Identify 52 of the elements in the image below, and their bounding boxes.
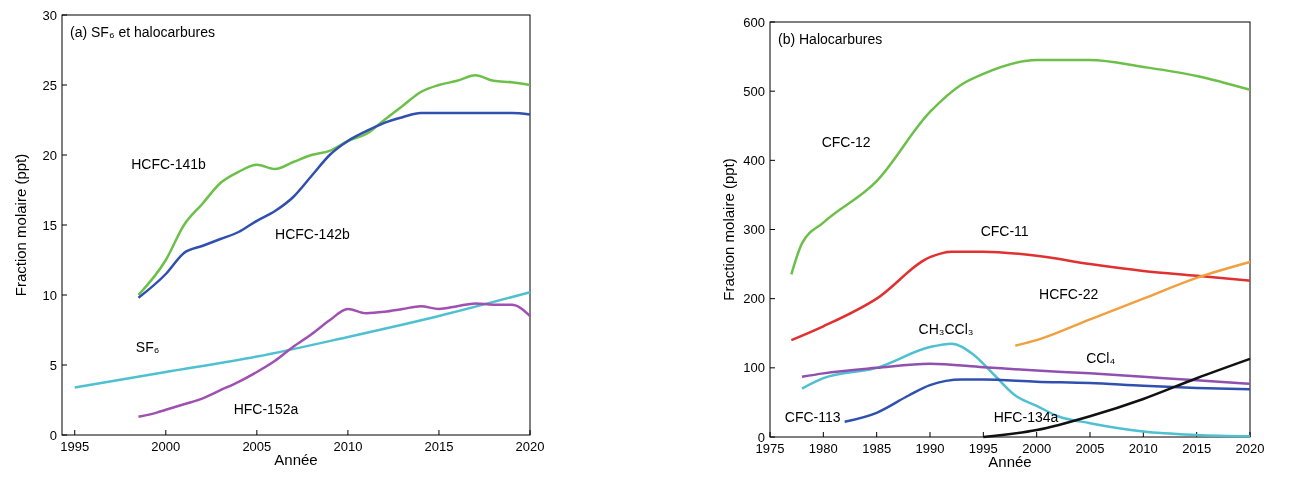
series-label: CFC-12	[821, 133, 871, 150]
series-label: CCl₄	[1086, 349, 1116, 366]
line-series	[790, 250, 1252, 342]
y-tick-label: 200	[743, 291, 765, 307]
x-tick-label: 2020	[515, 439, 545, 454]
x-tick-label: 2020	[1235, 441, 1265, 456]
x-tick-label: 2000	[1022, 441, 1052, 456]
series-label: HFC-134a	[993, 408, 1059, 425]
x-tick-label: 1990	[915, 441, 945, 456]
y-tick-label: 10	[42, 287, 57, 303]
series-label: CFC-11	[980, 223, 1029, 240]
x-tick-label: 1995	[968, 441, 998, 456]
y-tick-label: 5	[49, 357, 57, 373]
x-tick-label: 2010	[1128, 441, 1158, 456]
y-tick-label: 30	[42, 7, 57, 23]
y-tick-label: 600	[743, 14, 765, 30]
line-series	[137, 302, 532, 419]
x-tick-label: 1995	[60, 439, 90, 454]
x-axis-title: Année	[274, 451, 318, 468]
y-tick-label: 100	[743, 360, 765, 376]
x-tick-label: 1980	[808, 441, 838, 456]
y-tick-label: 300	[743, 222, 765, 237]
x-tick-label: 2005	[1075, 441, 1105, 456]
x-tick-label: 2015	[424, 439, 454, 454]
series-label: CH₃CCl₃	[918, 321, 974, 338]
y-axis-title: Fraction molaire (ppt)	[720, 158, 737, 301]
line-series	[800, 362, 1252, 385]
series-label: HCFC-141b	[131, 156, 207, 172]
y-tick-label: 500	[743, 83, 765, 99]
series-label: SF₆	[135, 339, 160, 355]
y-tick-label: 15	[42, 217, 57, 233]
x-axis-title: Année	[988, 453, 1032, 470]
y-axis-title: Fraction molaire (ppt)	[12, 153, 29, 297]
y-tick-label: 20	[42, 147, 57, 163]
series-label: HCFC-22	[1039, 285, 1099, 302]
line-series	[790, 58, 1252, 276]
series-label: CFC-113	[784, 408, 841, 425]
line-series	[73, 290, 532, 389]
series-label: HFC-152a	[233, 401, 299, 417]
x-tick-label: 1985	[862, 441, 892, 456]
series-label: HCFC-142b	[275, 226, 350, 242]
x-tick-label: 2000	[151, 439, 181, 454]
x-tick-label: 2015	[1182, 441, 1212, 456]
text: (a) SF₆ et halocarbures	[70, 24, 215, 40]
text: (b) Halocarbures	[778, 31, 883, 47]
x-tick-label: 2005	[242, 439, 272, 454]
y-tick-label: 0	[49, 427, 57, 443]
line-series	[1014, 260, 1252, 347]
x-tick-label: 2010	[333, 439, 363, 454]
line-series	[843, 378, 1252, 424]
y-tick-label: 400	[743, 152, 765, 168]
y-tick-label: 25	[42, 77, 57, 93]
